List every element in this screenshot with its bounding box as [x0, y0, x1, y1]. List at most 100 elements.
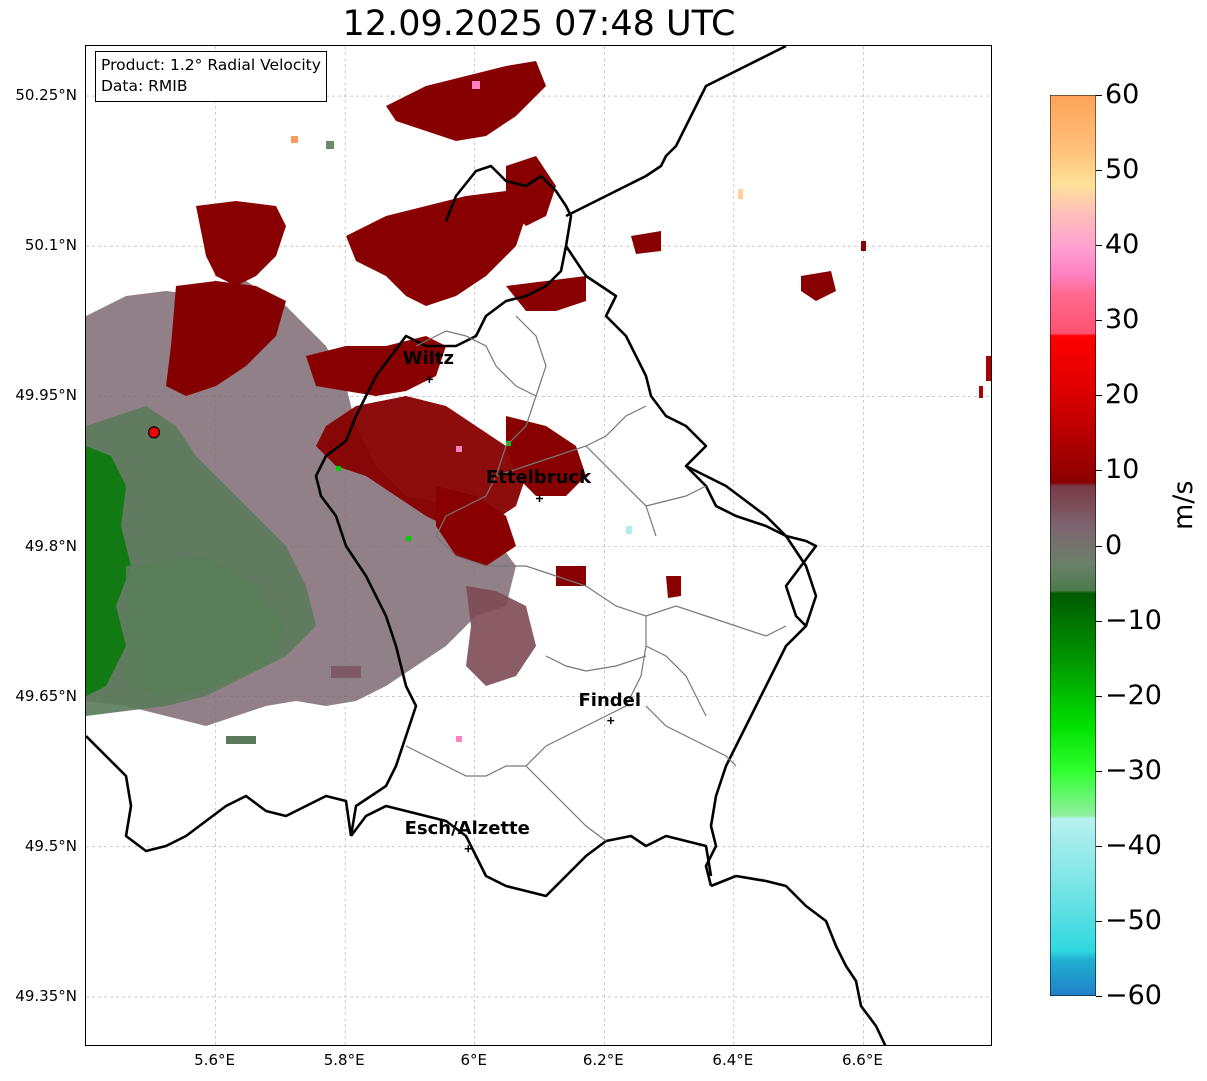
- border-belgium-france: [86, 735, 353, 853]
- colorbar-tick: [1096, 620, 1102, 622]
- echo-speckle: [226, 736, 256, 744]
- lat-tick-label: 50.1°N: [24, 236, 77, 255]
- colorbar-unit-label: m/s: [1168, 480, 1199, 530]
- echo-positive-band-7: [506, 156, 556, 226]
- lon-tick-label: 6.4°E: [712, 1051, 754, 1069]
- echo-speckle: [331, 666, 361, 678]
- lon-tick-label: 6°E: [460, 1051, 487, 1069]
- canton-border: [585, 445, 657, 537]
- colorbar-tick: [1096, 320, 1102, 322]
- lat-tick-label: 50.25°N: [15, 86, 77, 105]
- radar-echoes: [86, 61, 991, 744]
- border-germany-east-mosel: [685, 464, 818, 627]
- colorbar-tick-label: −10: [1105, 604, 1162, 636]
- canton-border: [645, 485, 707, 507]
- colorbar-tick: [1096, 695, 1102, 697]
- echo-speckle: [738, 189, 743, 199]
- canton-border: [545, 655, 647, 672]
- radar-site-marker[interactable]: [147, 426, 161, 439]
- city-label: Esch/Alzette: [404, 817, 530, 839]
- echo-positive-small-3: [666, 576, 681, 598]
- lon-tick-label: 6.6°E: [842, 1051, 883, 1069]
- data-source-line: Data: RMIB: [101, 77, 188, 95]
- colorbar-tick: [1096, 920, 1102, 922]
- echo-speckle: [336, 466, 341, 471]
- echo-speckle: [472, 81, 480, 89]
- echo-positive-band-2: [196, 201, 286, 286]
- colorbar-tick: [1096, 245, 1102, 247]
- colorbar-gradient: [1049, 94, 1097, 997]
- echo-positive-band-9: [466, 586, 536, 686]
- echo-positive-small-6: [861, 241, 866, 251]
- canton-border: [415, 330, 537, 537]
- echo-positive-small-5: [556, 466, 576, 486]
- country-borders: [86, 46, 887, 1045]
- canton-border: [515, 315, 547, 397]
- lat-tick-label: 49.65°N: [15, 686, 77, 705]
- echo-speckle: [456, 736, 462, 742]
- echo-positive-band-3: [166, 281, 286, 396]
- colorbar-tick-label: 20: [1105, 379, 1140, 411]
- colorbar-tick-label: −30: [1105, 754, 1162, 786]
- colorbar-tick: [1096, 95, 1102, 96]
- canton-borders: [405, 315, 787, 842]
- lon-tick-label: 6.2°E: [582, 1051, 624, 1069]
- lon-tick-label: 5.8°E: [323, 1051, 365, 1069]
- city-marker: [607, 717, 615, 725]
- colorbar-tick-label: 30: [1105, 304, 1140, 336]
- canton-border: [545, 616, 647, 747]
- echo-positive-band-north: [386, 61, 546, 141]
- echo-speckle: [326, 141, 334, 149]
- border-lux-germany-east: [565, 46, 787, 218]
- canton-border: [645, 645, 707, 717]
- canton-border: [435, 535, 787, 637]
- colorbar-tick-label: 50: [1105, 154, 1140, 186]
- city-label: Findel: [578, 689, 642, 711]
- radar-map[interactable]: [85, 45, 992, 1046]
- echo-positive-small-7: [986, 356, 991, 381]
- border-lux-germany-sauer: [564, 245, 818, 887]
- colorbar-tick: [1096, 545, 1102, 547]
- city-marker: [536, 494, 543, 502]
- colorbar-tick: [1096, 845, 1102, 847]
- echo-positive-small-2: [801, 271, 836, 301]
- echo-positive-small-8: [979, 386, 983, 398]
- colorbar-tick-label: 10: [1105, 454, 1140, 486]
- lon-tick-label: 5.6°E: [194, 1051, 235, 1069]
- lat-tick-label: 49.95°N: [15, 386, 77, 405]
- map-canvas: [86, 46, 991, 1045]
- velocity-colorbar: [1049, 94, 1097, 997]
- colorbar-tick-label: 40: [1105, 229, 1140, 261]
- lat-tick-label: 49.35°N: [15, 986, 77, 1005]
- echo-positive-small-4: [556, 566, 586, 586]
- echo-speckle: [406, 536, 411, 541]
- city-markers: [425, 375, 615, 853]
- echo-speckle: [291, 136, 298, 143]
- echo-positive-band-10: [436, 486, 516, 566]
- echo-positive-band-8: [506, 276, 586, 311]
- colorbar-tick: [1096, 170, 1102, 172]
- map-title: 12.09.2025 07:48 UTC: [342, 4, 736, 44]
- border-lux-belgium-germany: [314, 164, 573, 837]
- colorbar-tick-label: 0: [1105, 529, 1123, 561]
- colorbar-tick-label: −60: [1105, 980, 1162, 1011]
- colorbar-tick: [1096, 470, 1102, 472]
- product-line: Product: 1.2° Radial Velocity: [101, 56, 321, 74]
- border-lux-france: [349, 804, 713, 898]
- lat-tick-label: 49.8°N: [24, 536, 77, 555]
- echo-negative-fringe: [126, 556, 286, 696]
- colorbar-tick-label: −40: [1105, 829, 1162, 861]
- canton-border: [645, 705, 737, 767]
- echo-strong-negative: [86, 446, 131, 696]
- canton-border: [525, 765, 607, 842]
- echo-speckle: [626, 526, 632, 534]
- city-marker: [425, 375, 433, 383]
- city-marker: [464, 845, 472, 853]
- echo-positive-small-1: [631, 231, 661, 254]
- border-germany-france: [710, 874, 887, 1045]
- product-info-box: Product: 1.2° Radial Velocity Data: RMIB: [95, 51, 327, 102]
- colorbar-tick-label: −50: [1105, 904, 1162, 936]
- colorbar-tick-label: 60: [1105, 79, 1140, 110]
- colorbar-tick: [1096, 395, 1102, 397]
- echo-positive-band-1: [346, 191, 526, 306]
